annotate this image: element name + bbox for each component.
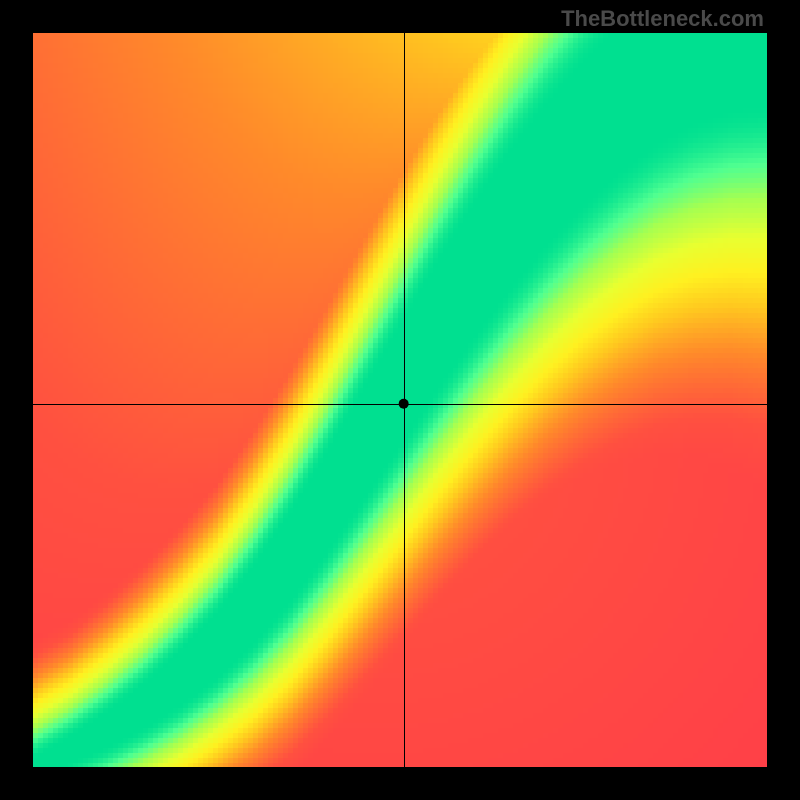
chart-container: TheBottleneck.com xyxy=(0,0,800,800)
heatmap-canvas xyxy=(0,0,800,800)
watermark-text: TheBottleneck.com xyxy=(561,6,764,32)
